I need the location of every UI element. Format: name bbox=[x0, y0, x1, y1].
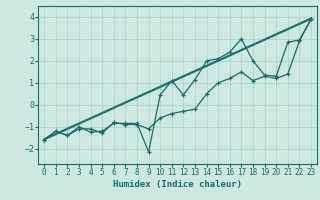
X-axis label: Humidex (Indice chaleur): Humidex (Indice chaleur) bbox=[113, 180, 242, 189]
